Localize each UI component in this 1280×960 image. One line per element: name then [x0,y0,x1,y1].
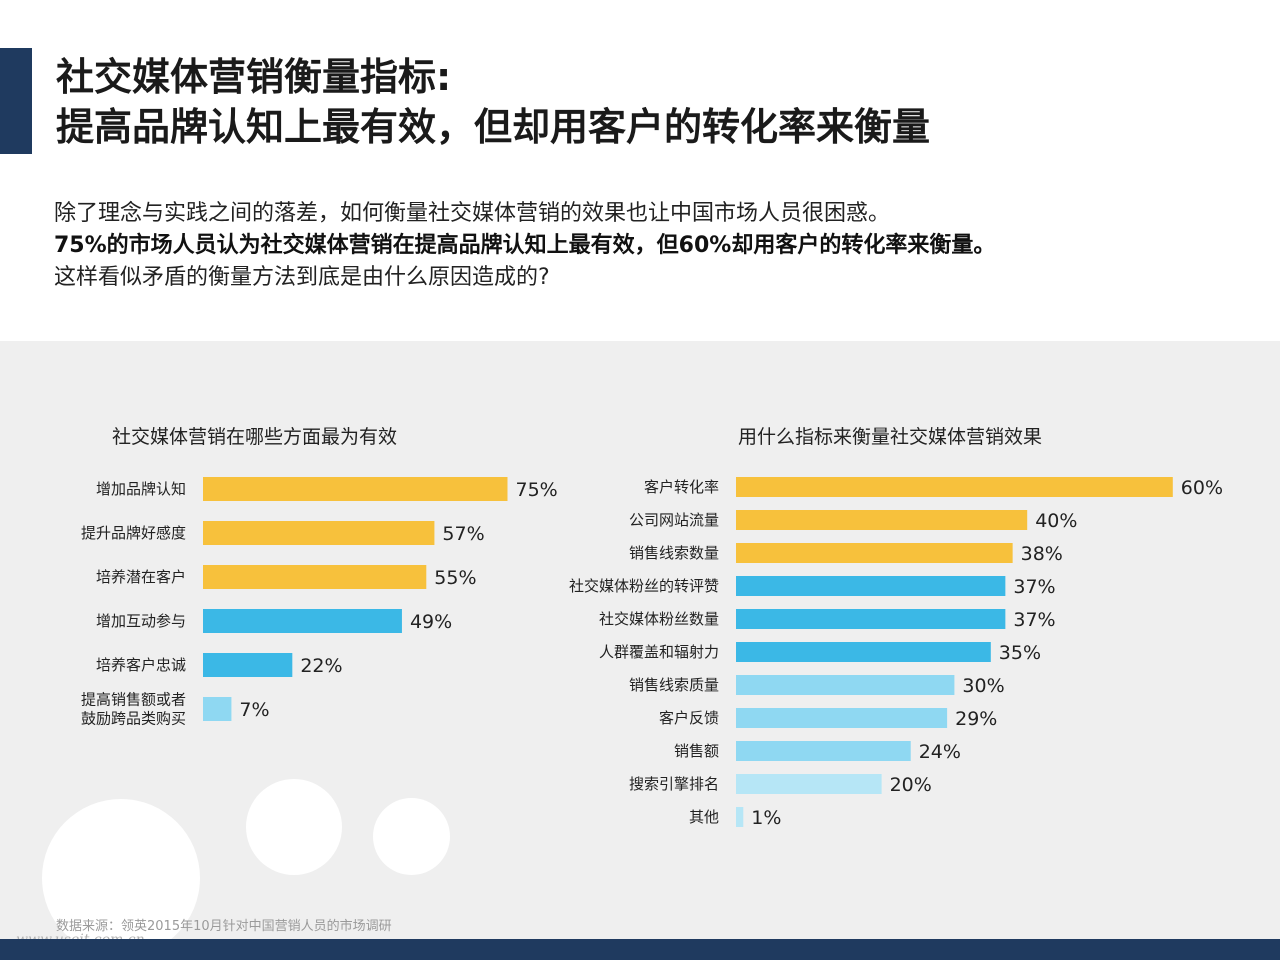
value-label-c1-0: 75% [516,479,558,501]
bar-c2-6 [736,675,955,695]
decor-circle-large [42,799,200,939]
category-label-c2-7: 客户反馈 [659,709,719,727]
value-label-c1-4: 22% [300,655,342,677]
category-label-c2-8: 销售额 [674,742,719,760]
value-label-c2-3: 37% [1013,576,1055,598]
bar-c2-4 [736,609,1006,629]
value-label-c2-1: 40% [1035,510,1077,532]
intro-line-3: 这样看似矛盾的衡量方法到底是由什么原因造成的? [54,265,550,290]
bar-c2-9 [736,774,882,794]
value-label-c2-6: 30% [962,675,1004,697]
bar-c1-4 [203,653,293,677]
bar-c2-1 [736,510,1028,530]
category-label-c1-0: 增加品牌认知 [96,480,186,498]
bar-c1-1 [203,521,435,545]
value-label-c2-5: 35% [999,642,1041,664]
value-label-c2-10: 1% [751,807,781,829]
category-label-c2-10: 其他 [689,808,719,826]
bar-c1-3 [203,609,402,633]
value-label-c1-3: 49% [410,611,452,633]
category-label-c2-6: 销售线索质量 [629,676,719,694]
category-label-c2-5: 人群覆盖和辐射力 [599,643,719,661]
bar-c2-0 [736,477,1173,497]
intro-text: 除了理念与实践之间的落差，如何衡量社交媒体营销的效果也让中国市场人员很困惑。 7… [54,198,995,294]
category-label-c1-5-1: 鼓励跨品类购买 [81,710,186,728]
decor-circle-small [373,798,450,875]
footer-bar [0,939,1280,960]
accent-bar [0,48,32,154]
bar-c1-2 [203,565,427,589]
bar-c2-7 [736,708,948,728]
value-label-c1-1: 57% [442,523,484,545]
category-label-c2-1: 公司网站流量 [629,511,719,529]
bar-c2-5 [736,642,991,662]
decor-circle-medium [246,779,342,875]
page-title: 社交媒体营销衡量指标: 提高品牌认知上最有效，但却用客户的转化率来衡量 [56,52,930,152]
value-label-c2-2: 38% [1021,543,1063,565]
source-note: 数据来源：领英2015年10月针对中国营销人员的市场调研 [56,919,392,934]
category-label-c2-9: 搜索引擎排名 [629,775,719,793]
value-label-c2-7: 29% [955,708,997,730]
intro-line-2: 75%的市场人员认为社交媒体营销在提高品牌认知上最有效，但60%却用客户的转化率… [54,233,996,258]
chart-metrics: 客户转化率 60% 公司网站流量 40% 销售线索数量 38% 社交媒体粉丝的转评赞 37% 社… [569,477,1223,829]
intro-line-1: 除了理念与实践之间的落差，如何衡量社交媒体营销的效果也让中国市场人员很困惑。 [54,201,891,226]
category-label-c1-1: 提升品牌好感度 [81,524,186,542]
bar-c2-8 [736,741,911,761]
bar-c2-2 [736,543,1013,563]
chart-effectiveness: 增加品牌认知 75% 提升品牌好感度 57% 培养潜在客户 55% 增加互动参与 49% 培养客… [81,477,558,728]
title-line-2: 提高品牌认知上最有效，但却用客户的转化率来衡量 [56,105,931,149]
value-label-c1-5: 7% [239,699,269,721]
bar-c2-3 [736,576,1006,596]
value-label-c2-9: 20% [890,774,932,796]
category-label-c2-0: 客户转化率 [644,478,719,496]
category-label-c1-5-0: 提高销售额或者 [81,691,186,709]
chart-1-title: 社交媒体营销在哪些方面最为有效 [112,426,398,448]
category-label-c2-4: 社交媒体粉丝数量 [599,610,719,628]
bar-c1-0 [203,477,508,501]
category-label-c1-3: 增加互动参与 [96,612,186,630]
value-label-c2-0: 60% [1181,477,1223,499]
category-label-c2-3: 社交媒体粉丝的转评赞 [569,577,719,595]
category-label-c1-2: 培养潜在客户 [96,568,186,586]
value-label-c1-2: 55% [434,567,476,589]
bar-c1-5 [203,697,232,721]
chart-2-title: 用什么指标来衡量社交媒体营销效果 [738,426,1043,448]
category-label-c2-2: 销售线索数量 [629,544,719,562]
bar-c2-10 [736,807,744,827]
value-label-c2-8: 24% [919,741,961,763]
title-line-1: 社交媒体营销衡量指标: [56,55,452,99]
value-label-c2-4: 37% [1013,609,1055,631]
chart-panel [0,341,1280,939]
category-label-c1-4: 培养客户忠诚 [96,656,186,674]
